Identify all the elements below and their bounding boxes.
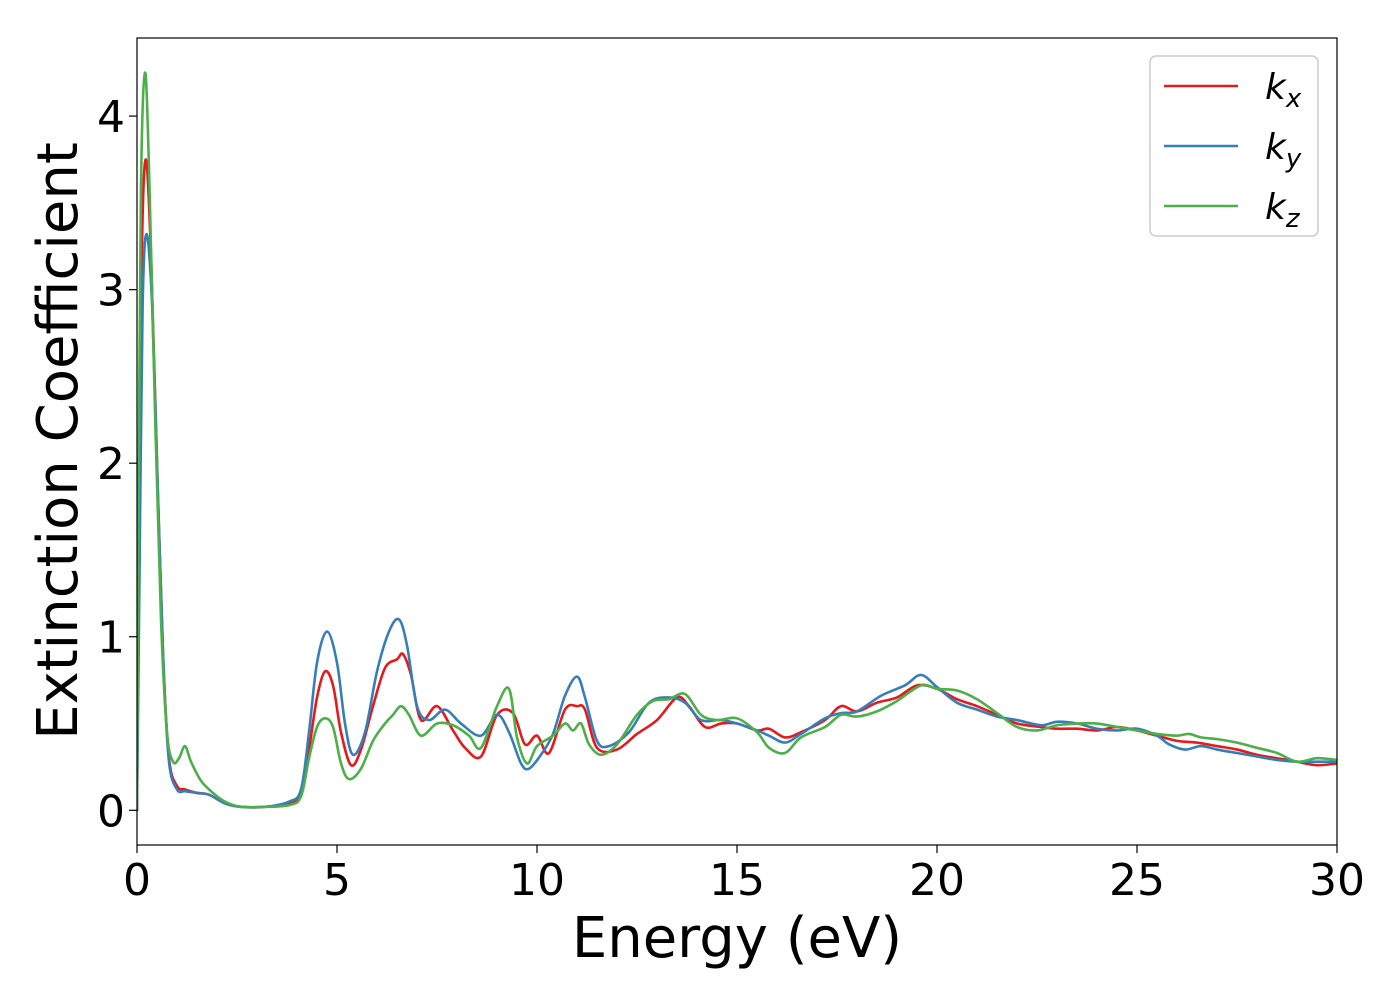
y-axis: 0 1 2 3 4	[97, 92, 137, 837]
x-tick-label: 15	[709, 855, 765, 906]
plot-area	[137, 71, 1337, 812]
y-tick-label: 1	[97, 613, 125, 664]
legend-label-k-y: ky	[1265, 127, 1302, 174]
y-axis-title: Extinction Coefficient	[26, 142, 91, 740]
x-tick-label: 25	[1109, 855, 1165, 906]
y-tick-label: 4	[97, 92, 125, 143]
series-line-k-z	[137, 71, 1337, 812]
y-tick-label: 3	[97, 266, 125, 317]
x-tick-label: 5	[323, 855, 351, 906]
x-tick-label: 10	[509, 855, 565, 906]
x-tick-label: 30	[1309, 855, 1365, 906]
y-tick-label: 0	[97, 786, 125, 837]
x-tick-label: 0	[123, 855, 151, 906]
x-axis-title: Energy (eV)	[572, 906, 902, 971]
x-axis: 0 5 10 15 20 25 30	[123, 845, 1365, 906]
x-tick-label: 20	[909, 855, 965, 906]
y-tick-label: 2	[97, 439, 125, 490]
legend-label-k-x: kx	[1265, 67, 1302, 114]
